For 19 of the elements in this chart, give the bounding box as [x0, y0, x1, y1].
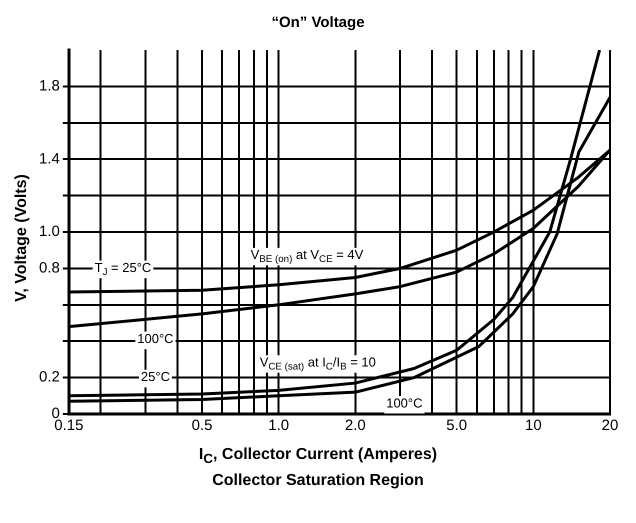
x-tick-label: 10: [524, 417, 542, 434]
x-tick-label: 20: [602, 417, 618, 434]
y-tick-label: 0.2: [38, 368, 60, 386]
x-tick-label: 0.15: [54, 417, 84, 434]
chart-title: “On” Voltage: [270, 13, 366, 33]
y-tick-label: 0.8: [38, 260, 60, 277]
x-tick-label: 0.5: [192, 417, 212, 434]
annotation: 100°C: [137, 330, 174, 346]
y-tick-label: 1.8: [38, 78, 60, 95]
y-axis-title: V, Voltage (Volts): [13, 174, 31, 302]
text: Collector Saturation Region: [211, 472, 425, 490]
y-tick-label: 1.4: [38, 150, 60, 168]
annotation: 25°C: [140, 369, 170, 384]
annotation: 100°C: [386, 395, 423, 410]
x-axis-title: I$_{C}$, Collector Current (Amperes): [198, 446, 438, 466]
y-tick-label: 1.0: [38, 223, 60, 240]
x-tick-label: 2.0: [344, 417, 366, 434]
x-tick-label: 5.0: [446, 417, 468, 434]
x-tick-label: 1.0: [268, 417, 290, 434]
